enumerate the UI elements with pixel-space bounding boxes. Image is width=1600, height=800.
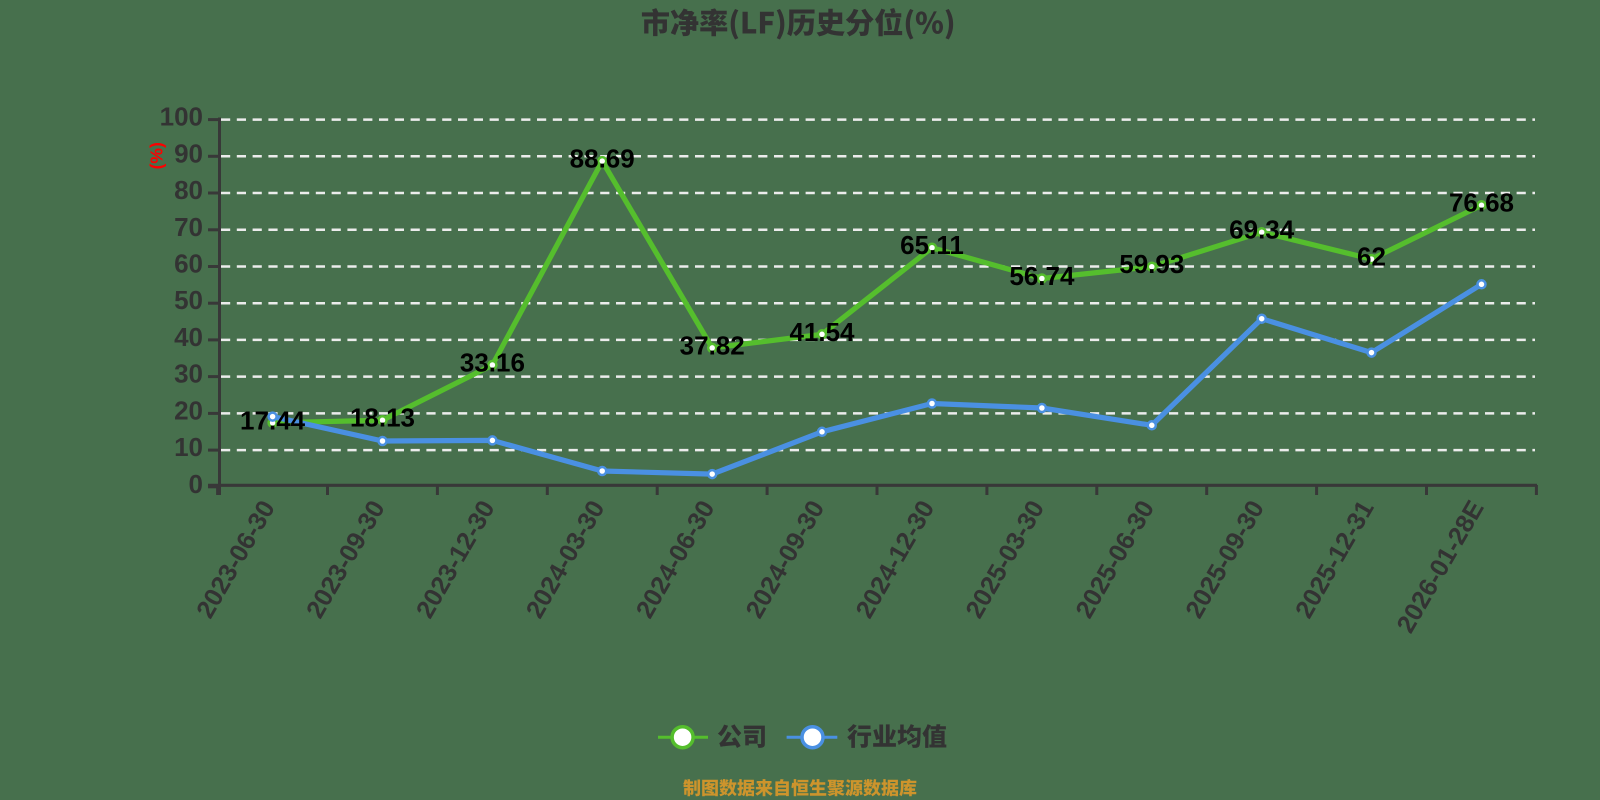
svg-text:10: 10 [174,432,203,462]
svg-text:41.54: 41.54 [789,317,855,347]
svg-text:0: 0 [189,469,203,499]
svg-text:100: 100 [160,102,203,132]
svg-text:56.74: 56.74 [1009,261,1075,291]
svg-text:17.44: 17.44 [240,405,306,435]
svg-text:88.69: 88.69 [570,144,635,174]
svg-text:37.82: 37.82 [680,330,745,360]
svg-text:59.93: 59.93 [1119,249,1184,279]
svg-text:20: 20 [174,395,203,425]
svg-text:69.34: 69.34 [1229,215,1295,245]
svg-text:70: 70 [174,212,203,242]
svg-text:33.16: 33.16 [460,348,525,378]
svg-text:76.68: 76.68 [1449,188,1514,218]
svg-text:62: 62 [1357,242,1386,272]
svg-text:90: 90 [174,138,203,168]
svg-text:(%): (%) [147,142,167,169]
svg-text:30: 30 [174,359,203,389]
svg-text:18.13: 18.13 [350,403,415,433]
svg-text:40: 40 [174,322,203,352]
svg-text:80: 80 [174,175,203,205]
svg-text:50: 50 [174,285,203,315]
svg-text:65.11: 65.11 [900,230,964,260]
svg-text:60: 60 [174,249,203,279]
